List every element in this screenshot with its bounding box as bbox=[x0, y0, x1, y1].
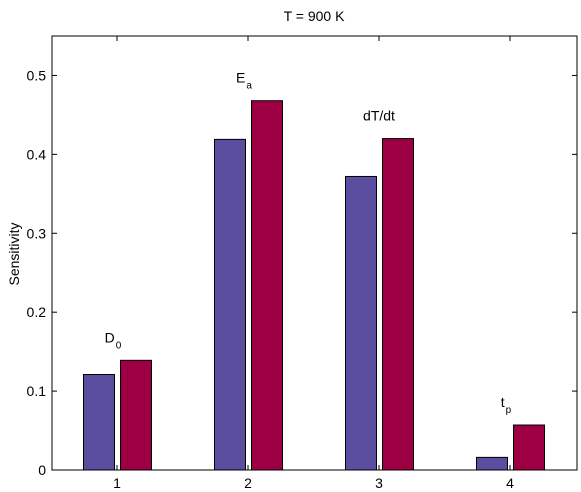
annotation-1: D0 bbox=[105, 329, 122, 351]
x-axis: 1 2 3 4 bbox=[113, 36, 514, 491]
x-tick-label-1: 1 bbox=[113, 475, 121, 491]
y-axis: 0 0.1 0.2 0.3 0.4 0.5 bbox=[27, 67, 577, 478]
bar-series-1-category-4 bbox=[476, 456, 508, 471]
x-tick-label-2: 2 bbox=[244, 475, 252, 491]
x-tick-label-3: 3 bbox=[375, 475, 383, 491]
annotation-2: Ea bbox=[236, 70, 252, 92]
plot-area bbox=[51, 35, 578, 471]
bar-series-2-category-1 bbox=[120, 359, 152, 471]
y-tick-label-1: 0.1 bbox=[27, 383, 47, 399]
bars-group bbox=[83, 100, 545, 471]
y-tick-label-4: 0.4 bbox=[27, 146, 47, 162]
annotations: D0 Ea dT/dt tp bbox=[105, 70, 512, 416]
bar-series-2-category-4 bbox=[513, 424, 545, 471]
annotation-3: dT/dt bbox=[363, 108, 395, 124]
bar-series-2-category-2 bbox=[251, 100, 283, 471]
y-tick-label-2: 0.2 bbox=[27, 304, 47, 320]
bar-series-1-category-3 bbox=[345, 175, 377, 471]
y-tick-label-3: 0.3 bbox=[27, 225, 47, 241]
bar-series-2-category-3 bbox=[382, 138, 414, 471]
x-tick-label-4: 4 bbox=[506, 475, 514, 491]
y-tick-label-0: 0 bbox=[38, 462, 46, 478]
y-tick-label-5: 0.5 bbox=[27, 67, 47, 83]
chart-title: T = 900 K bbox=[284, 8, 346, 24]
bar-series-1-category-1 bbox=[83, 374, 115, 471]
annotation-4: tp bbox=[501, 394, 512, 416]
y-axis-label: Sensitivity bbox=[6, 222, 22, 285]
bar-series-1-category-2 bbox=[214, 138, 246, 471]
